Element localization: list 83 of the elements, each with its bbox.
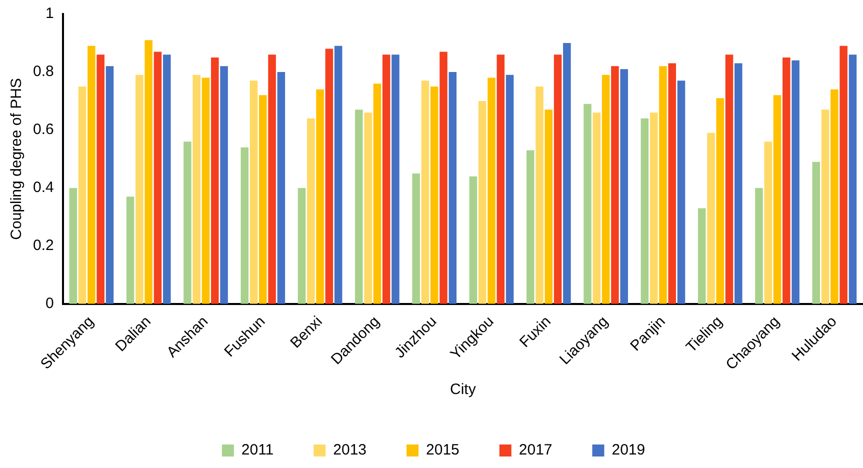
bar [210, 57, 219, 304]
bar [220, 66, 228, 304]
bar [725, 54, 734, 304]
bar [334, 46, 342, 304]
bar [592, 112, 601, 304]
bar [448, 72, 457, 304]
bar [611, 66, 619, 304]
bar [259, 95, 267, 304]
bar [640, 118, 649, 304]
bar [307, 118, 315, 304]
y-tick-label: 0.4 [32, 179, 54, 196]
bar [707, 132, 715, 304]
bar [412, 173, 420, 304]
bar [392, 54, 400, 304]
bar [544, 110, 553, 304]
bar [69, 188, 78, 304]
bar [792, 60, 800, 304]
bar [277, 72, 286, 304]
bar [421, 80, 430, 304]
bar [698, 208, 706, 304]
bar [830, 89, 838, 304]
bar [782, 57, 790, 304]
bar [469, 176, 478, 304]
bar [373, 84, 382, 304]
bar [126, 196, 134, 304]
bar [620, 69, 628, 304]
bar [325, 48, 334, 304]
legend-label: 2017 [518, 442, 552, 459]
bar [755, 188, 763, 304]
bar [506, 74, 514, 304]
bar [184, 142, 192, 304]
bar [764, 142, 772, 304]
bar [250, 80, 258, 304]
bar [382, 54, 390, 304]
bar [773, 95, 782, 304]
bar [430, 86, 438, 304]
bar [668, 63, 676, 304]
bar [526, 150, 534, 304]
y-tick-label: 1 [46, 5, 54, 22]
bar [840, 46, 848, 304]
bar [162, 54, 171, 304]
y-tick-label: 0.2 [32, 237, 54, 254]
bar [821, 110, 830, 304]
bar [154, 52, 162, 304]
bar [488, 78, 496, 304]
bar [716, 98, 724, 304]
bar [440, 52, 448, 304]
bar [659, 66, 667, 304]
y-tick-label: 0.8 [32, 63, 54, 80]
bar [478, 100, 486, 304]
bar [202, 78, 210, 304]
bar [812, 162, 820, 304]
legend-label: 2015 [426, 442, 460, 459]
bar [677, 80, 686, 304]
y-axis-title: Coupling degree of PHS [8, 78, 26, 240]
bar [355, 110, 363, 304]
legend-label: 2019 [612, 442, 646, 459]
bar [848, 54, 857, 304]
bar [106, 66, 114, 304]
bar [602, 74, 610, 304]
bar [563, 42, 571, 304]
y-tick-label: 0.6 [32, 121, 54, 138]
bar [88, 46, 96, 304]
bar [554, 54, 562, 304]
bar [96, 54, 104, 304]
bar [364, 112, 372, 304]
bar [584, 104, 592, 304]
y-tick-label: 0 [46, 295, 54, 312]
x-axis-title: City [450, 381, 476, 398]
bar [240, 147, 248, 304]
bar [192, 74, 200, 304]
legend-label: 2011 [241, 442, 274, 459]
bar [78, 86, 86, 304]
bar [316, 89, 324, 304]
bar [536, 86, 544, 304]
bar [144, 40, 152, 304]
bar [136, 74, 144, 304]
legend-label: 2013 [333, 442, 367, 459]
bar [650, 112, 658, 304]
bar [496, 54, 505, 304]
bar [268, 54, 276, 304]
bar [734, 63, 742, 304]
bar [298, 188, 306, 304]
